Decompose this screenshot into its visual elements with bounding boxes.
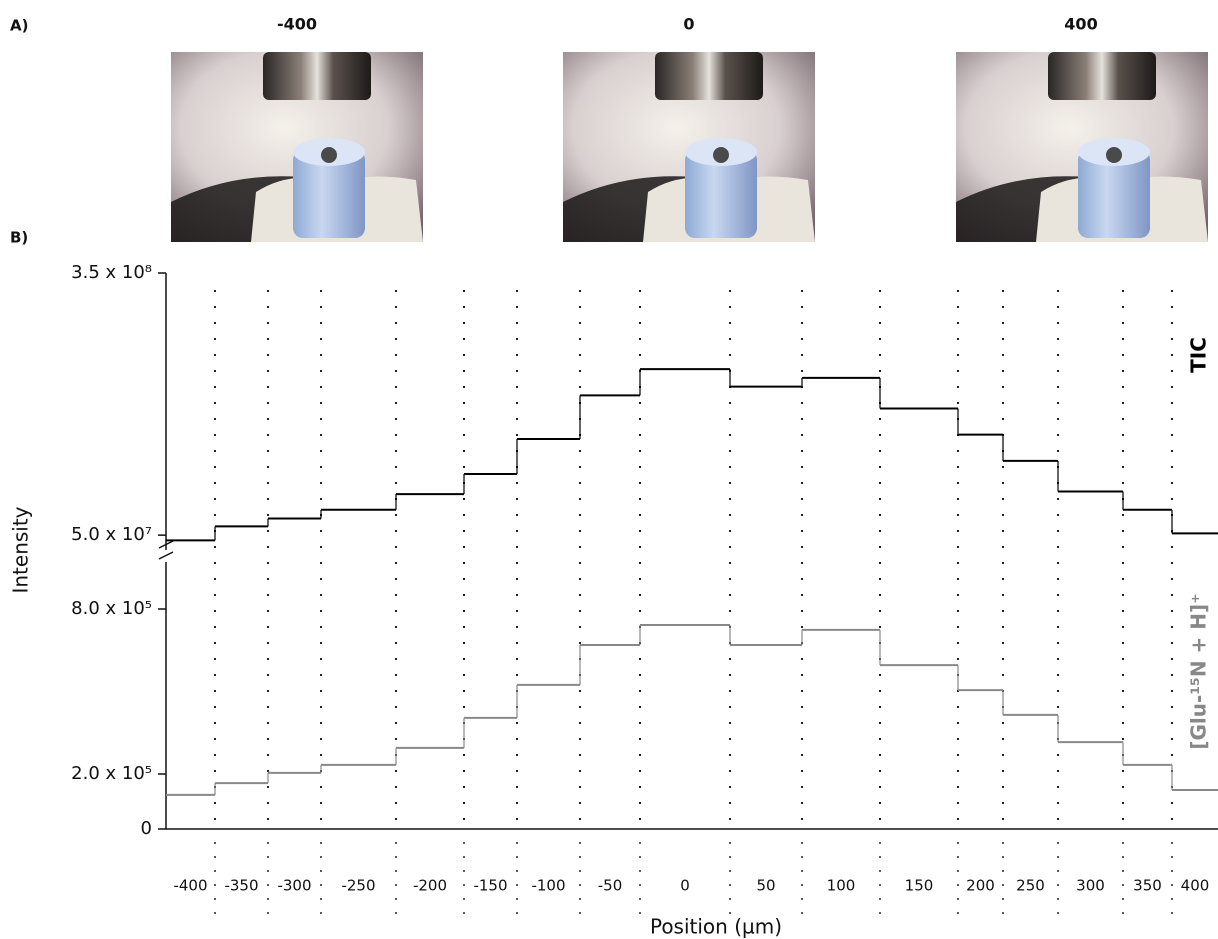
series-label: TIC — [1187, 337, 1211, 373]
y-tick-label: 2.0 x 10⁵ — [71, 763, 152, 784]
y-tick-label: 5.0 x 10⁷ — [71, 524, 152, 545]
x-tick-label: -300 — [277, 877, 311, 895]
photo — [171, 52, 423, 242]
x-tick-label: -250 — [341, 877, 375, 895]
x-tick-label: 300 — [1076, 877, 1105, 895]
x-tick-label: -100 — [531, 877, 565, 895]
x-tick-label: -350 — [224, 877, 258, 895]
x-tick-label: 200 — [966, 877, 995, 895]
panel-label: A) — [10, 17, 28, 35]
y-tick-label: 8.0 x 10⁵ — [71, 598, 152, 619]
x-tick-label: -400 — [173, 877, 207, 895]
photo — [956, 52, 1208, 242]
x-tick-label: 250 — [1016, 877, 1045, 895]
x-tick-label: 150 — [905, 877, 934, 895]
y-tick-label: 0 — [141, 818, 152, 839]
x-tick-label: 50 — [756, 877, 775, 895]
x-axis-title: Position (µm) — [650, 915, 782, 939]
photo-label: -400 — [277, 15, 317, 34]
y-axis-title: Intensity — [9, 506, 33, 593]
x-tick-label: -200 — [413, 877, 447, 895]
x-tick-label: -150 — [473, 877, 507, 895]
axis-break — [158, 540, 174, 549]
photo-label: 0 — [683, 15, 694, 34]
photo — [563, 52, 815, 242]
x-tick-label: -50 — [598, 877, 623, 895]
axis-break — [158, 551, 174, 560]
x-tick-label: 350 — [1133, 877, 1162, 895]
x-tick-label: 0 — [680, 877, 690, 895]
y-tick-label: 3.5 x 10⁸ — [71, 262, 152, 283]
x-tick-label: 400 — [1181, 877, 1210, 895]
panel-label: B) — [10, 229, 28, 247]
x-tick-label: 100 — [827, 877, 856, 895]
photo-label: 400 — [1064, 15, 1097, 34]
series-label: [Glu-¹⁵N + H]⁺ — [1187, 593, 1211, 749]
